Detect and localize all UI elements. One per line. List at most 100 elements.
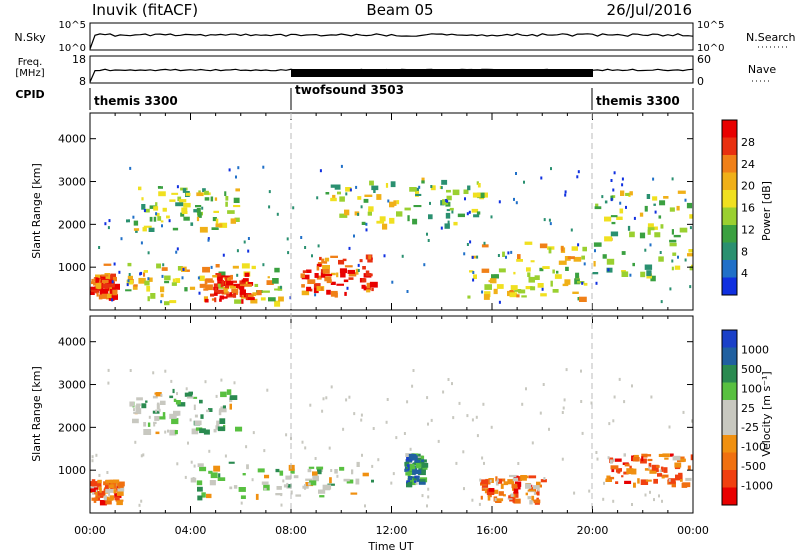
power-speckle bbox=[276, 212, 279, 216]
velocity-cell bbox=[264, 474, 270, 479]
power-cell bbox=[107, 293, 112, 298]
velocity-cell bbox=[326, 484, 332, 490]
power-cell bbox=[221, 291, 229, 295]
power-cell bbox=[364, 194, 373, 197]
power-cell bbox=[148, 277, 153, 282]
power-cell bbox=[244, 283, 252, 287]
power-speckle bbox=[348, 246, 351, 250]
power-cell bbox=[446, 209, 451, 212]
power-cell bbox=[472, 192, 481, 198]
power-speckle bbox=[365, 228, 368, 232]
power-cell bbox=[430, 185, 436, 191]
power-cell bbox=[592, 272, 599, 275]
power-cell bbox=[445, 212, 451, 219]
power-cell bbox=[326, 279, 332, 284]
power-cell bbox=[95, 283, 102, 289]
power-speckle bbox=[304, 246, 307, 249]
power-cell bbox=[161, 267, 168, 271]
velocity-colorbar: 1000 500 100 25 -25 -100 -500 -1000 bbox=[721, 329, 773, 506]
power-cell bbox=[514, 289, 522, 292]
power-speckle bbox=[654, 210, 657, 214]
power-cell bbox=[316, 263, 322, 267]
power-cell bbox=[502, 251, 505, 257]
power-speckle bbox=[594, 249, 596, 253]
velocity-cell bbox=[500, 483, 504, 489]
velocity-cell bbox=[235, 426, 243, 432]
velocity-speckle bbox=[539, 411, 542, 415]
xtick-label: 00:00 bbox=[74, 524, 106, 537]
power-speckle bbox=[427, 239, 430, 242]
power-cell bbox=[316, 275, 322, 280]
velocity-cell bbox=[103, 495, 107, 501]
velocity-cell bbox=[531, 495, 535, 502]
velocity-cell bbox=[371, 479, 374, 483]
power-cell bbox=[230, 274, 233, 280]
power-cell bbox=[319, 256, 322, 261]
power-cell bbox=[160, 220, 164, 223]
power-cell bbox=[554, 274, 562, 279]
velocity-cell bbox=[404, 461, 410, 467]
velocity-cell bbox=[169, 413, 177, 419]
power-cell bbox=[183, 202, 191, 208]
power-cell bbox=[166, 215, 170, 219]
velocity-speckle bbox=[623, 400, 626, 404]
velocity-cell bbox=[105, 479, 113, 484]
velocity-cell bbox=[617, 469, 621, 474]
velocity-speckle bbox=[442, 390, 445, 394]
power-speckle bbox=[471, 255, 474, 259]
velocity-cell bbox=[510, 493, 514, 497]
velocity-cell bbox=[93, 498, 97, 503]
power-speckle bbox=[660, 300, 663, 304]
velocity-speckle bbox=[548, 427, 550, 431]
power-cell bbox=[473, 214, 480, 218]
power-speckle bbox=[126, 283, 129, 287]
velocity-speckle bbox=[138, 503, 141, 507]
power-cell bbox=[396, 211, 403, 217]
velocity-speckle bbox=[447, 378, 450, 381]
power-cell bbox=[155, 202, 158, 208]
velocity-cell bbox=[197, 486, 203, 492]
power-cell bbox=[625, 192, 630, 196]
velocity-cell bbox=[97, 491, 105, 496]
power-cell bbox=[112, 283, 120, 290]
power-cell bbox=[158, 191, 166, 197]
power-speckle bbox=[357, 212, 360, 216]
power-speckle bbox=[564, 190, 567, 194]
velocity-cell bbox=[678, 472, 683, 478]
power-cell bbox=[155, 212, 160, 217]
power-cell bbox=[101, 288, 109, 294]
velocity-cell bbox=[415, 469, 422, 475]
power-cell bbox=[567, 256, 575, 260]
xtick-label: 20:00 bbox=[577, 524, 609, 537]
power-speckle bbox=[210, 265, 213, 269]
power-speckle bbox=[111, 298, 114, 302]
velocity-cell bbox=[190, 477, 197, 483]
velocity-speckle bbox=[631, 503, 633, 506]
power-cell bbox=[341, 270, 346, 277]
nsky-trace bbox=[89, 33, 694, 50]
velocity-cell bbox=[503, 481, 509, 486]
power-cell bbox=[215, 223, 223, 228]
power-cell bbox=[189, 286, 196, 290]
power-speckle bbox=[621, 177, 624, 181]
power-cell bbox=[217, 276, 223, 282]
power-cell bbox=[452, 189, 460, 196]
power-cell bbox=[196, 216, 200, 222]
power-cell bbox=[213, 283, 218, 288]
power-cell bbox=[368, 255, 372, 260]
velocity-speckle bbox=[561, 457, 564, 461]
velocity-speckle bbox=[282, 479, 285, 483]
power-cell bbox=[677, 190, 686, 194]
power-speckle bbox=[607, 268, 610, 272]
power-cell bbox=[175, 202, 184, 207]
power-cell bbox=[105, 274, 110, 280]
velocity-cell bbox=[533, 485, 540, 490]
power-cell bbox=[244, 272, 249, 277]
velocity-cell bbox=[631, 468, 637, 475]
power-cell bbox=[339, 268, 347, 274]
velocity-cell bbox=[308, 466, 315, 469]
power-cell bbox=[199, 275, 205, 281]
velocity-speckle bbox=[542, 383, 545, 386]
power-cell bbox=[345, 187, 352, 192]
velocity-speckle bbox=[204, 380, 207, 384]
